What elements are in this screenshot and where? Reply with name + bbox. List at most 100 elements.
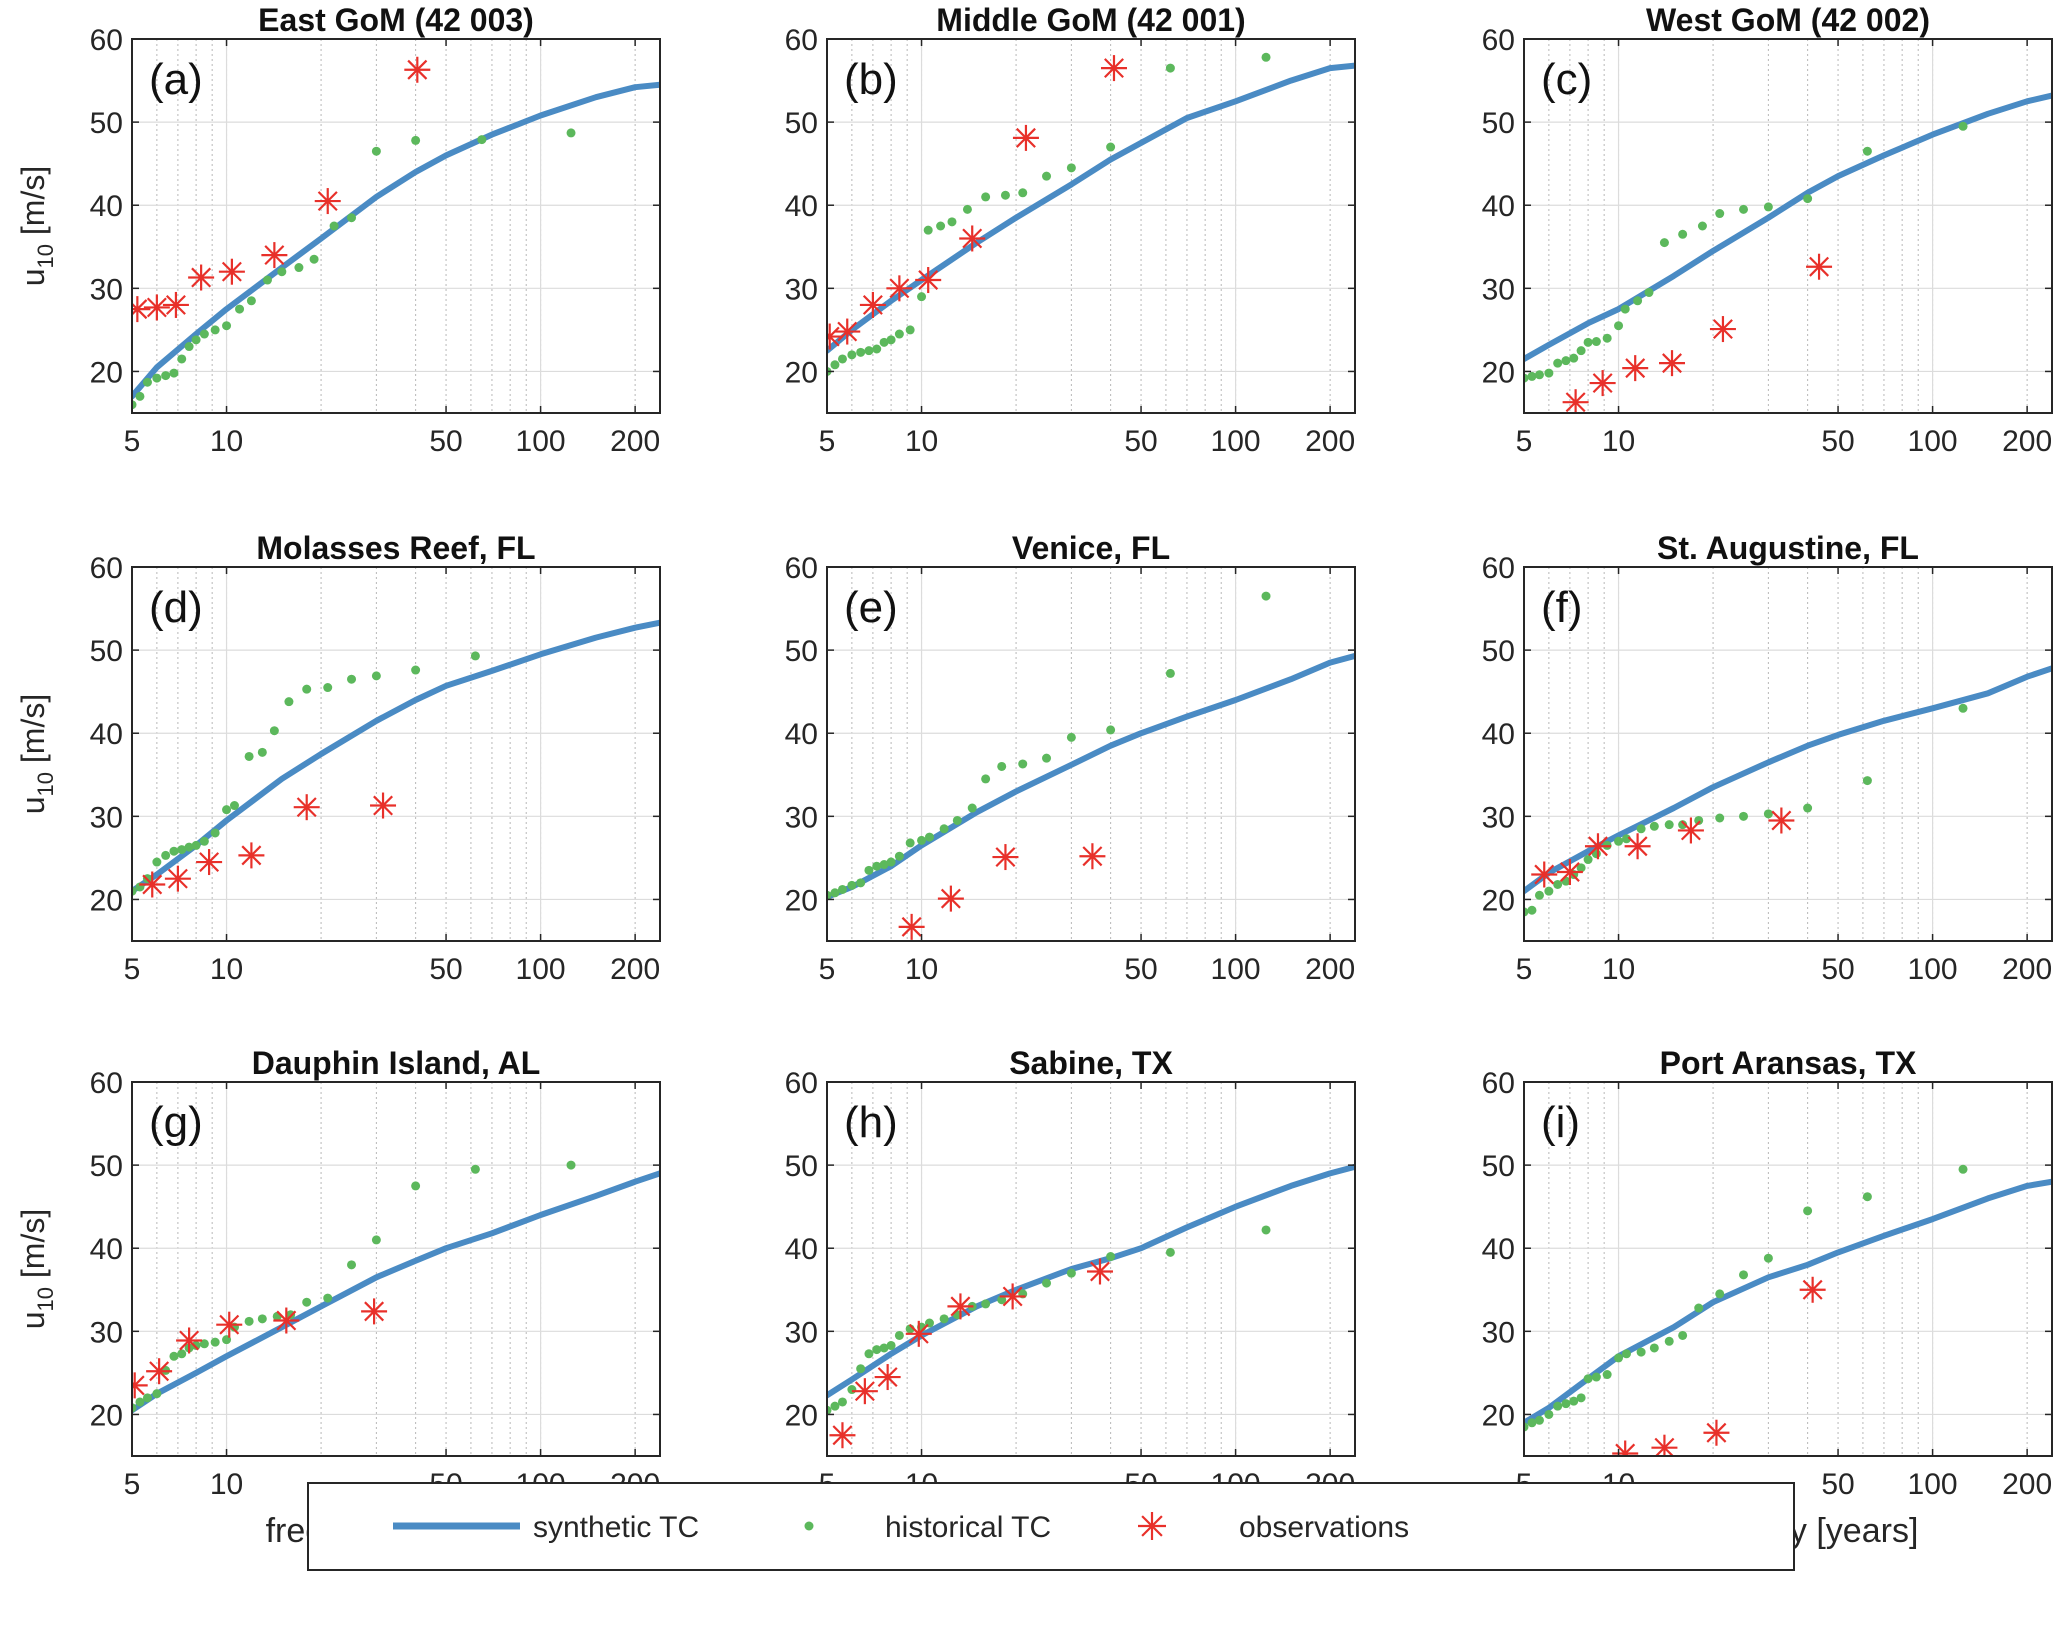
panel-label: (a) [149,55,203,104]
y-axis-label: u10 [m/s] [15,166,58,287]
observation-point [188,264,215,291]
y-tick-label: 40 [90,718,123,751]
historical-point [1602,333,1612,343]
observation-point [937,885,964,912]
historical-point [917,835,927,845]
historical-point [210,325,220,335]
historical-point [152,857,162,867]
historical-point [246,296,256,306]
observation-point-stroke [179,1330,200,1351]
historical-point [879,860,889,870]
x-tick-label: 50 [429,953,462,986]
historical-point [939,824,949,834]
chart-title: West GoM (42 002) [1646,2,1930,38]
observation-point-stroke [241,845,262,866]
historical-point [894,1330,904,1340]
observation-point-stroke [132,1375,145,1390]
observation-point-stroke [221,261,242,282]
data-layer [132,619,660,898]
x-tick-label: 10 [210,425,243,458]
historical-point [1524,907,1529,917]
y-tick-label: 40 [785,718,818,751]
historical-point [1621,1349,1631,1359]
historical-point [199,329,209,339]
observation-point-stroke [296,797,317,818]
axes-box [826,566,1356,942]
observation-point [959,225,986,252]
observation-point-stroke [1625,358,1646,379]
chart-title: Port Aransas, TX [1660,1045,1917,1081]
historical-point [997,761,1007,771]
x-tick-label: 5 [124,1468,141,1501]
data-layer [132,1160,660,1414]
observation-point-stroke [862,294,883,315]
data-layer [1524,665,2052,917]
chart-title: East GoM (42 003) [258,2,534,38]
x-tick-label: 50 [1821,1468,1854,1501]
historical-point [1763,1253,1773,1263]
observation-point-stroke [1015,127,1036,148]
historical-point [152,373,162,383]
observation-point [139,871,166,898]
observation-point-stroke [940,888,961,909]
x-tick-label: 50 [429,425,462,458]
observation-point-stroke [364,1301,385,1322]
historical-point [1763,202,1773,212]
historical-point [257,747,267,757]
historical-point [1620,304,1630,314]
chart-title: Dauphin Island, AL [252,1045,541,1081]
x-tick-label: 100 [1211,953,1261,986]
observation-point-stroke [1621,1443,1636,1456]
observation-point [1079,843,1106,870]
historical-point [830,1401,840,1411]
historical-point [1042,1278,1052,1288]
historical-point [161,371,171,381]
historical-point [347,674,357,684]
y-tick-label: 20 [785,884,818,917]
observation-point [1806,253,1833,280]
panel-label: (h) [844,1098,898,1147]
axes-box [826,38,1356,414]
legend-synthetic-label: synthetic TC [533,1511,699,1544]
observation-point-stroke [1712,319,1733,340]
observation-point [1677,817,1704,844]
historical-point [1697,221,1707,231]
observation-point [314,188,341,215]
historical-point [894,329,904,339]
panel-label: (b) [844,55,898,104]
observation-point-stroke [1592,373,1613,394]
historical-point [1583,1374,1593,1384]
x-tick-label: 5 [1516,425,1533,458]
chart-panel-a: 5 10 50 100 200 20 30 40 50 60 East GoM (42 003) (a… [15,2,661,458]
historical-point [830,888,840,898]
x-tick-label: 5 [819,425,836,458]
observation-point [261,242,288,269]
historical-point [1583,855,1593,865]
x-tick-label: 100 [1908,953,1958,986]
historical-point [1649,821,1659,831]
historical-point [1803,803,1813,813]
historical-point [1042,171,1052,181]
historical-point [894,851,904,861]
observation-point [1612,1440,1639,1456]
historical-point [856,878,866,888]
historical-point [1042,753,1052,763]
y-tick-label: 20 [785,356,818,389]
observation-point-stroke [1090,1261,1110,1282]
observation-point [404,56,431,83]
historical-point [244,1316,254,1326]
historical-point [309,254,319,264]
historical-point [229,801,239,811]
y-tick-label: 30 [1482,801,1515,834]
historical-point [967,803,977,813]
synthetic-line [132,1170,660,1414]
historical-point [329,221,339,231]
legend-asterisk-shape-stroke [1141,1515,1163,1537]
historical-point [847,1385,857,1395]
historical-point [1644,287,1654,297]
y-tick-label: 60 [785,1067,818,1100]
historical-point [302,684,312,694]
observation-point-stroke [995,847,1016,868]
observation-point [238,842,265,869]
historical-point [1561,356,1571,366]
